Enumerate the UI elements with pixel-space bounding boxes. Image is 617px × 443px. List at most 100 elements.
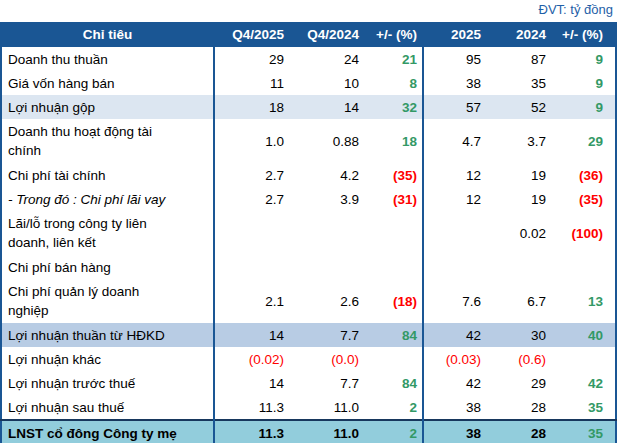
cell-change-year — [546, 347, 616, 371]
table-row: Chi phí bán hàng — [1, 255, 616, 279]
cell-change-quarter — [359, 255, 423, 279]
cell-change-quarter — [359, 211, 423, 255]
header-cell-change-quarter: +/- (%) — [359, 22, 423, 47]
table-row: Lợi nhuận sau thuế 11.3 11.0 2 38 28 35 — [1, 395, 616, 420]
cell-q4-2025 — [214, 255, 284, 279]
cell-2025: 7.6 — [423, 279, 481, 323]
cell-2024: 29 — [481, 371, 546, 395]
cell-q4-2024 — [284, 211, 359, 255]
cell-change-quarter: 18 — [359, 119, 423, 163]
cell-q4-2025: 11.3 — [214, 420, 284, 443]
table-row: Lợi nhuận thuần từ HĐKD 14 7.7 84 42 30 … — [1, 323, 616, 347]
cell-2025: 38 — [423, 71, 481, 95]
cell-2024: 87 — [481, 47, 546, 71]
row-label: Doanh thu thuần — [1, 47, 214, 71]
cell-2024: 6.7 — [481, 279, 546, 323]
cell-2025 — [423, 211, 481, 255]
header-cell-2025: 2025 — [423, 22, 481, 47]
row-label: Lợi nhuận thuần từ HĐKD — [1, 323, 214, 347]
cell-q4-2025 — [214, 211, 284, 255]
cell-change-quarter: (31) — [359, 187, 423, 211]
cell-change-year: 42 — [546, 371, 616, 395]
table-row: Lợi nhuận gộp 18 14 32 57 52 9 — [1, 95, 616, 119]
header-cell-change-year: +/- (%) — [546, 22, 616, 47]
table-row: Giá vốn hàng bán 11 10 8 38 35 9 — [1, 71, 616, 95]
cell-change-year: 13 — [546, 279, 616, 323]
cell-change-year: 9 — [546, 47, 616, 71]
table-row: Doanh thu thuần 29 24 21 95 87 9 — [1, 47, 616, 71]
cell-2025: (0.03) — [423, 347, 481, 371]
cell-2025: 42 — [423, 371, 481, 395]
cell-change-quarter: 84 — [359, 323, 423, 347]
report-sheet: ĐVT: tỷ đồng Chỉ tiêu Q4/2025 Q4/2024 +/… — [0, 0, 617, 443]
header-cell-label: Chỉ tiêu — [1, 22, 214, 47]
cell-q4-2025: 2.7 — [214, 163, 284, 187]
cell-change-year: (36) — [546, 163, 616, 187]
table-row: Chi phí quản lý doanh nghiệp 2.1 2.6 (18… — [1, 279, 616, 323]
cell-q4-2024: 0.88 — [284, 119, 359, 163]
cell-2025: 4.7 — [423, 119, 481, 163]
cell-q4-2025: 14 — [214, 323, 284, 347]
cell-2025: 38 — [423, 420, 481, 443]
row-label: Giá vốn hàng bán — [1, 71, 214, 95]
cell-change-quarter: 8 — [359, 71, 423, 95]
cell-q4-2024: 10 — [284, 71, 359, 95]
row-label: Lãi/lỗ trong công ty liên doanh, liên kế… — [1, 211, 214, 255]
cell-q4-2024: 2.6 — [284, 279, 359, 323]
unit-note: ĐVT: tỷ đồng — [0, 0, 617, 22]
cell-q4-2024: 24 — [284, 47, 359, 71]
cell-q4-2025: 29 — [214, 47, 284, 71]
cell-q4-2025: 18 — [214, 95, 284, 119]
cell-q4-2025: (0.02) — [214, 347, 284, 371]
cell-q4-2025: 14 — [214, 371, 284, 395]
cell-change-year: 9 — [546, 95, 616, 119]
cell-q4-2024: (0.0) — [284, 347, 359, 371]
row-label: LNST cổ đông Công ty mẹ — [1, 420, 214, 443]
table-row: Lợi nhuận trước thuế 14 7.7 84 42 29 42 — [1, 371, 616, 395]
cell-q4-2025: 11 — [214, 71, 284, 95]
cell-2024: 28 — [481, 395, 546, 420]
cell-q4-2025: 11.3 — [214, 395, 284, 420]
cell-2025: 12 — [423, 163, 481, 187]
table-row: Doanh thu hoạt động tài chính 1.0 0.88 1… — [1, 119, 616, 163]
row-label: Lợi nhuận khác — [1, 347, 214, 371]
cell-change-quarter: (35) — [359, 163, 423, 187]
cell-2025: 12 — [423, 187, 481, 211]
header-cell-2024: 2024 — [481, 22, 546, 47]
cell-q4-2024: 11.0 — [284, 395, 359, 420]
cell-q4-2024: 7.7 — [284, 323, 359, 347]
cell-2024: 35 — [481, 71, 546, 95]
cell-q4-2024: 7.7 — [284, 371, 359, 395]
header-cell-q4-2024: Q4/2024 — [284, 22, 359, 47]
row-label: Lợi nhuận trước thuế — [1, 371, 214, 395]
cell-q4-2025: 2.1 — [214, 279, 284, 323]
cell-q4-2024: 3.9 — [284, 187, 359, 211]
header-cell-q4-2025: Q4/2025 — [214, 22, 284, 47]
cell-change-quarter: 2 — [359, 395, 423, 420]
cell-change-year — [546, 255, 616, 279]
cell-change-year: 40 — [546, 323, 616, 347]
cell-2024: (0.6) — [481, 347, 546, 371]
cell-2024: 3.7 — [481, 119, 546, 163]
cell-change-quarter: 84 — [359, 371, 423, 395]
row-label: Chi phí quản lý doanh nghiệp — [1, 279, 214, 323]
table-row: Chi phí tài chính 2.7 4.2 (35) 12 19 (36… — [1, 163, 616, 187]
cell-2024: 30 — [481, 323, 546, 347]
cell-2025: 57 — [423, 95, 481, 119]
row-label: Doanh thu hoạt động tài chính — [1, 119, 214, 163]
cell-q4-2024 — [284, 255, 359, 279]
cell-change-year: 9 — [546, 71, 616, 95]
cell-change-quarter: 21 — [359, 47, 423, 71]
cell-change-year: 35 — [546, 395, 616, 420]
cell-change-year: (35) — [546, 187, 616, 211]
cell-change-year: 29 — [546, 119, 616, 163]
cell-2024: 52 — [481, 95, 546, 119]
table-row: Lợi nhuận khác (0.02) (0.0) (0.03) (0.6) — [1, 347, 616, 371]
cell-change-quarter — [359, 347, 423, 371]
table-row: Lãi/lỗ trong công ty liên doanh, liên kế… — [1, 211, 616, 255]
cell-q4-2025: 1.0 — [214, 119, 284, 163]
cell-2024: 0.02 — [481, 211, 546, 255]
cell-2025 — [423, 255, 481, 279]
cell-q4-2024: 14 — [284, 95, 359, 119]
cell-2025: 38 — [423, 395, 481, 420]
